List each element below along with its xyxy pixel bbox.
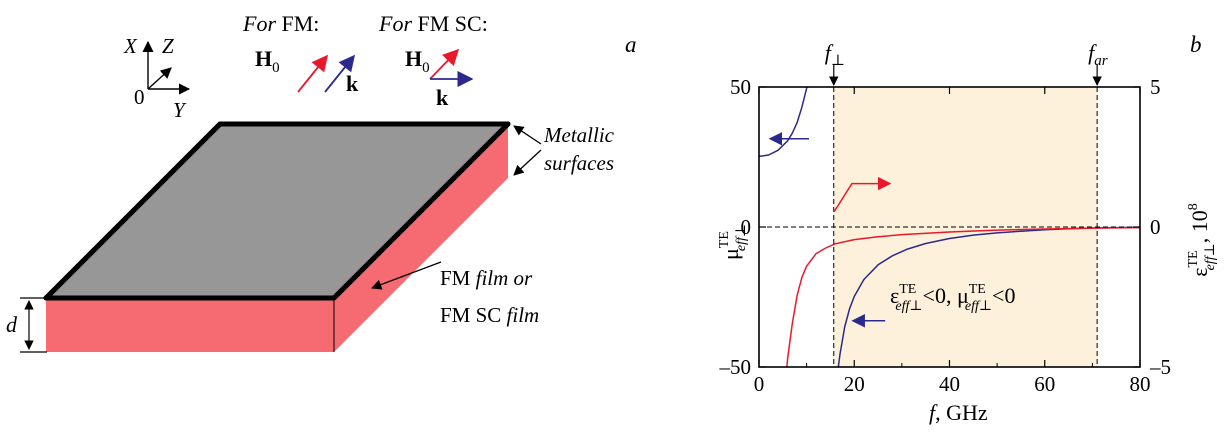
fm-heading: For FM: bbox=[242, 11, 319, 36]
z-axis-label: Z bbox=[162, 34, 174, 58]
fmsc-heading: For FM SC: bbox=[378, 11, 488, 36]
z-axis-arrow bbox=[147, 67, 172, 90]
marker-lines: f⊥ far bbox=[825, 40, 1108, 367]
h0-label-fm: H0 bbox=[255, 46, 280, 76]
k-vector-fm bbox=[324, 54, 356, 93]
x-axis-label: X bbox=[123, 34, 138, 58]
slab-side-face bbox=[334, 124, 508, 352]
x-tick-label: 60 bbox=[1034, 372, 1055, 396]
y-tick-label-left: 0 bbox=[741, 215, 752, 239]
metallic-label-2: surfaces bbox=[544, 151, 614, 175]
panel-a: X Z 0 Y For FM: For FM SC: H0 k H0 k a M… bbox=[6, 11, 637, 353]
y-tick-label-right: –5 bbox=[1149, 355, 1171, 379]
h0-vector-fm bbox=[297, 54, 329, 93]
annotation-arrows bbox=[768, 132, 892, 328]
y-tick-label-right: 5 bbox=[1150, 75, 1161, 99]
k-label-fmsc: k bbox=[436, 85, 449, 110]
origin-label: 0 bbox=[134, 85, 145, 109]
series-line-2 bbox=[786, 226, 1140, 367]
x-tick-label: 0 bbox=[754, 372, 765, 396]
x-tick-label: 40 bbox=[939, 372, 960, 396]
marker-label-0: f⊥ bbox=[825, 40, 845, 69]
x-axis-label: f, GHz bbox=[929, 400, 988, 425]
metallic-label-1: Metallic bbox=[543, 123, 615, 147]
axis-indicator-arrow-2 bbox=[833, 176, 892, 213]
x-tick-label: 80 bbox=[1130, 372, 1151, 396]
slab-top-outline bbox=[43, 121, 511, 301]
metallic-arrow-top bbox=[513, 125, 542, 145]
h0-vector-fmsc bbox=[429, 48, 460, 80]
panel-a-label: a bbox=[625, 32, 637, 57]
region-label: εTE eff⊥<0, μTE eff⊥<0 bbox=[890, 282, 1015, 314]
y-axis-label: Y bbox=[173, 98, 187, 122]
y-tick-label-right: 0 bbox=[1150, 215, 1161, 239]
panel-b-label: b bbox=[1190, 32, 1202, 57]
y-tick-label-left: –50 bbox=[719, 355, 752, 379]
thickness-label: d bbox=[6, 312, 18, 337]
marker-label-1: far bbox=[1088, 40, 1108, 69]
film-label-1: FM film or bbox=[440, 266, 533, 290]
x-tick-label: 20 bbox=[844, 372, 865, 396]
slab-front-face bbox=[46, 298, 334, 352]
y-axis-label-right: εTE eff⊥, 108 bbox=[1186, 203, 1218, 277]
k-label-fm: k bbox=[346, 71, 359, 96]
film-label-2: FM SC film bbox=[440, 303, 539, 327]
film-arrow bbox=[371, 261, 442, 290]
metallic-arrow-bottom bbox=[513, 149, 542, 176]
series-line-0 bbox=[759, 87, 808, 158]
axes-triad: X Z 0 Y bbox=[123, 34, 191, 122]
y-tick-label-left: 50 bbox=[730, 75, 751, 99]
curves-group bbox=[759, 87, 1140, 367]
y-axis-label-left: μTE eff⊥ bbox=[717, 224, 749, 260]
h0-label-fmsc: H0 bbox=[405, 46, 430, 76]
